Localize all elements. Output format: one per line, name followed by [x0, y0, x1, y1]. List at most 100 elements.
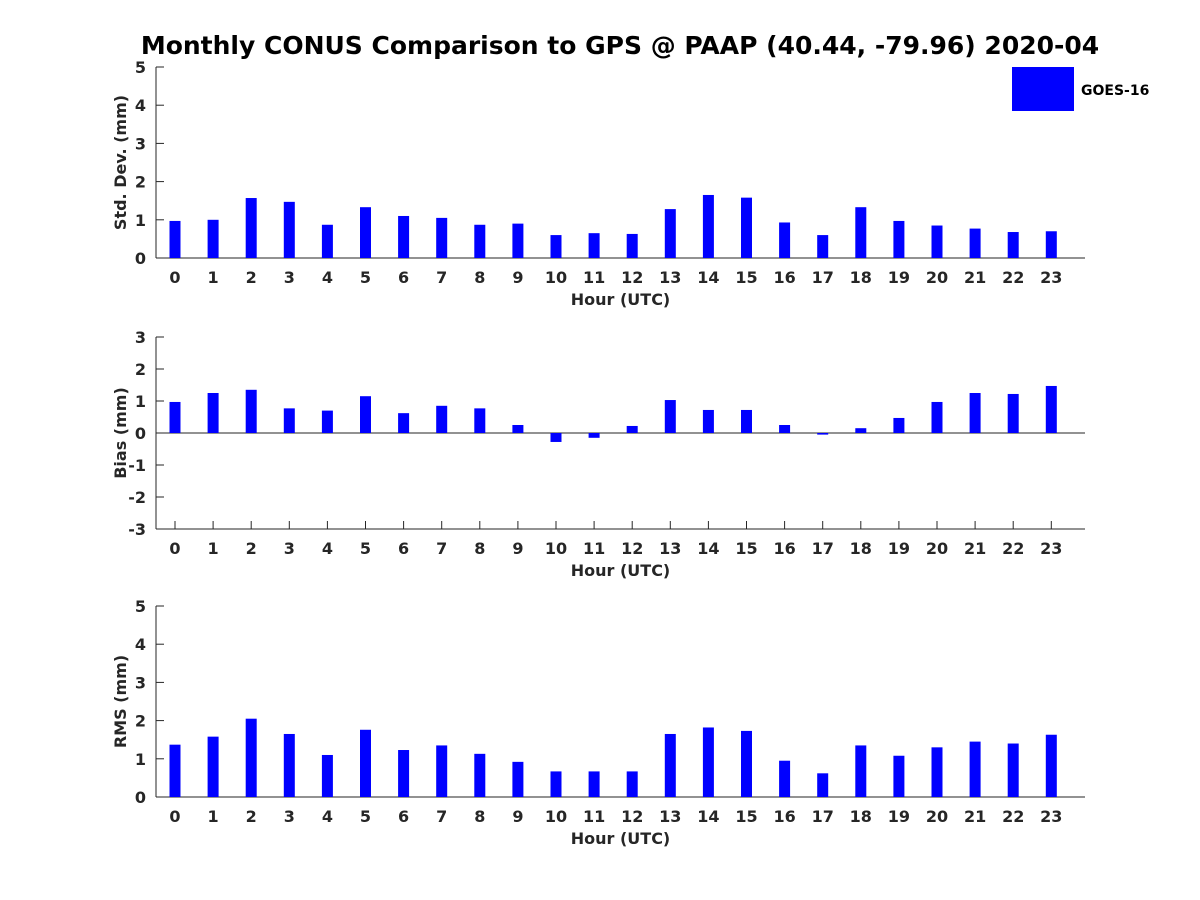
std-y-tick-label: 5	[135, 58, 146, 77]
rms-y-tick-label: 4	[135, 635, 146, 654]
bias-bar	[626, 425, 638, 433]
std-bar	[969, 228, 981, 258]
bias-bar	[207, 393, 219, 433]
std-x-tick-label: 8	[474, 268, 485, 287]
rms-bar	[893, 755, 905, 797]
std-bar	[741, 197, 752, 258]
bias-x-tick-label: 0	[169, 539, 180, 558]
bias-bar	[817, 433, 829, 435]
rms-x-axis-label: Hour (UTC)	[571, 829, 671, 848]
std-x-tick-label: 22	[1002, 268, 1024, 287]
std-x-tick-label: 17	[812, 268, 834, 287]
rms-y-tick-label: 1	[135, 750, 146, 769]
bias-bar	[741, 409, 752, 433]
rms-bar	[1045, 734, 1057, 797]
std-bar	[817, 235, 829, 258]
bias-x-tick-label: 22	[1002, 539, 1024, 558]
bias-y-tick-label: 3	[135, 328, 146, 347]
rms-x-tick-label: 8	[474, 807, 485, 826]
rms-x-tick-label: 20	[926, 807, 948, 826]
rms-y-axis-label: RMS (mm)	[111, 655, 130, 748]
bias-bar	[588, 433, 600, 438]
std-x-tick-label: 5	[360, 268, 371, 287]
rms-x-tick-label: 22	[1002, 807, 1024, 826]
rms-bar	[588, 771, 600, 797]
std-bar	[550, 235, 562, 258]
bias-y-tick-label: -3	[128, 520, 146, 539]
rms-bar	[245, 718, 257, 797]
bias-y-tick-label: -1	[128, 456, 146, 475]
rms-x-tick-label: 4	[322, 807, 333, 826]
bias-bar	[245, 389, 257, 433]
rms-bar	[283, 733, 295, 797]
rms-bar	[436, 745, 448, 797]
bias-x-tick-label: 6	[398, 539, 409, 558]
legend: GOES-16	[1012, 67, 1149, 111]
std-bar	[1007, 232, 1019, 258]
bias-bar	[169, 401, 181, 433]
rms-bar	[855, 745, 867, 797]
std-y-tick-label: 3	[135, 134, 146, 153]
std-x-tick-label: 6	[398, 268, 409, 287]
std-bar	[855, 207, 867, 258]
rms-bar	[207, 736, 219, 797]
std-y-tick-label: 4	[135, 96, 146, 115]
legend-swatch	[1012, 67, 1074, 111]
rms-bar	[626, 771, 638, 797]
bias-bar	[664, 400, 676, 433]
rms-x-tick-label: 12	[621, 807, 643, 826]
std-x-tick-label: 12	[621, 268, 643, 287]
std-bar	[169, 220, 181, 258]
std-x-tick-label: 1	[208, 268, 219, 287]
std-bar	[893, 220, 905, 258]
rms-x-tick-label: 19	[888, 807, 910, 826]
bias-x-tick-label: 23	[1040, 539, 1062, 558]
rms-x-tick-label: 14	[697, 807, 719, 826]
bias-x-tick-label: 12	[621, 539, 643, 558]
bias-bar	[779, 425, 791, 433]
std-bar	[474, 224, 486, 258]
rms-x-tick-label: 3	[284, 807, 295, 826]
rms-y-tick-label: 5	[135, 597, 146, 616]
bias-y-tick-label: 1	[135, 392, 146, 411]
std-bar	[626, 233, 638, 258]
rms-bar	[1007, 743, 1019, 797]
std-bar	[207, 219, 219, 258]
bias-x-tick-label: 16	[773, 539, 795, 558]
bias-x-tick-label: 14	[697, 539, 719, 558]
std-bar	[664, 209, 676, 258]
bias-bar	[360, 396, 371, 433]
std-y-tick-label: 2	[135, 173, 146, 192]
rms-y-tick-label: 0	[135, 788, 146, 807]
bias-x-tick-label: 4	[322, 539, 333, 558]
rms-y-tick-label: 3	[135, 673, 146, 692]
std-x-tick-label: 14	[697, 268, 719, 287]
std-x-tick-label: 4	[322, 268, 333, 287]
bias-x-tick-label: 3	[284, 539, 295, 558]
std-bar	[702, 194, 714, 258]
bias-bar	[283, 408, 295, 433]
rms-bar	[817, 773, 829, 797]
std-x-tick-label: 13	[659, 268, 681, 287]
std-x-tick-label: 20	[926, 268, 948, 287]
rms-x-tick-label: 1	[208, 807, 219, 826]
rms-x-tick-label: 23	[1040, 807, 1062, 826]
std-x-axis-label: Hour (UTC)	[571, 290, 671, 309]
std-bar	[512, 223, 524, 258]
bias-bar	[436, 405, 448, 433]
rms-x-tick-label: 10	[545, 807, 567, 826]
bias-bar	[512, 425, 524, 433]
bias-bar	[1045, 385, 1057, 433]
bias-bar	[474, 408, 486, 433]
bias-x-tick-label: 8	[474, 539, 485, 558]
bias-x-tick-label: 15	[735, 539, 757, 558]
rms-x-tick-label: 0	[169, 807, 180, 826]
std-x-tick-label: 0	[169, 268, 180, 287]
rms-x-tick-label: 15	[735, 807, 757, 826]
rms-bar	[779, 760, 791, 797]
rms-bar	[398, 750, 410, 797]
std-x-tick-label: 16	[773, 268, 795, 287]
